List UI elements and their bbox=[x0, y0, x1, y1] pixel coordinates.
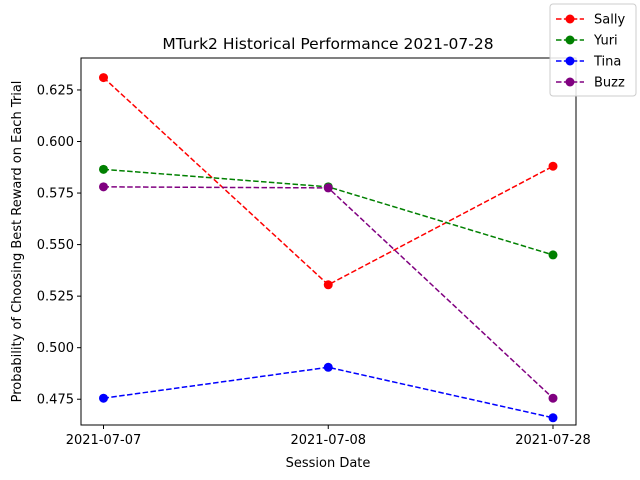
legend: Sally Yuri Tina Buzz bbox=[549, 3, 637, 97]
legend-label-buzz: Buzz bbox=[594, 76, 625, 91]
data-point-yuri bbox=[99, 164, 108, 174]
legend-marker-yuri bbox=[565, 35, 575, 45]
series-line-sally bbox=[102, 77, 554, 286]
legend-box bbox=[549, 3, 637, 97]
legend-label-tina: Tina bbox=[593, 55, 621, 70]
data-point-sally bbox=[99, 73, 108, 83]
data-point-tina bbox=[548, 413, 558, 423]
series-layer bbox=[99, 73, 558, 423]
x-tick-label: 2021-07-28 bbox=[515, 433, 591, 448]
legend-marker-sally bbox=[565, 14, 575, 24]
data-point-sally bbox=[548, 161, 558, 171]
x-axis: 2021-07-07 2021-07-08 2021-07-28 bbox=[66, 425, 591, 448]
data-point-sally bbox=[323, 280, 333, 290]
y-axis-label: Probability of Choosing Best Reward on E… bbox=[10, 81, 25, 403]
series-line-tina bbox=[103, 366, 554, 419]
data-point-tina bbox=[99, 393, 108, 403]
y-tick-label: 0.575 bbox=[37, 187, 74, 202]
data-point-tina bbox=[323, 362, 333, 372]
y-tick-label: 0.500 bbox=[37, 341, 74, 356]
x-tick-label: 2021-07-08 bbox=[290, 433, 366, 448]
legend-marker-buzz bbox=[565, 77, 575, 87]
data-point-buzz bbox=[548, 393, 558, 403]
data-point-yuri bbox=[548, 250, 558, 260]
legend-label-sally: Sally bbox=[594, 13, 625, 28]
legend-marker-tina bbox=[565, 56, 575, 66]
data-point-buzz bbox=[99, 182, 108, 192]
data-point-buzz bbox=[323, 183, 333, 193]
legend-label-yuri: Yuri bbox=[593, 34, 618, 49]
x-axis-label: Session Date bbox=[286, 456, 371, 471]
y-tick-label: 0.525 bbox=[37, 290, 74, 305]
x-tick-label: 2021-07-07 bbox=[66, 433, 142, 448]
y-tick-label: 0.475 bbox=[37, 393, 74, 408]
y-tick-label: 0.600 bbox=[37, 135, 74, 150]
y-axis: 0.475 0.500 0.525 0.550 0.575 0.600 0.625 bbox=[37, 83, 81, 408]
y-tick-label: 0.550 bbox=[37, 238, 74, 253]
y-tick-label: 0.625 bbox=[37, 83, 74, 98]
chart-title: MTurk2 Historical Performance 2021-07-28 bbox=[162, 35, 493, 53]
series-line-yuri bbox=[103, 168, 554, 256]
